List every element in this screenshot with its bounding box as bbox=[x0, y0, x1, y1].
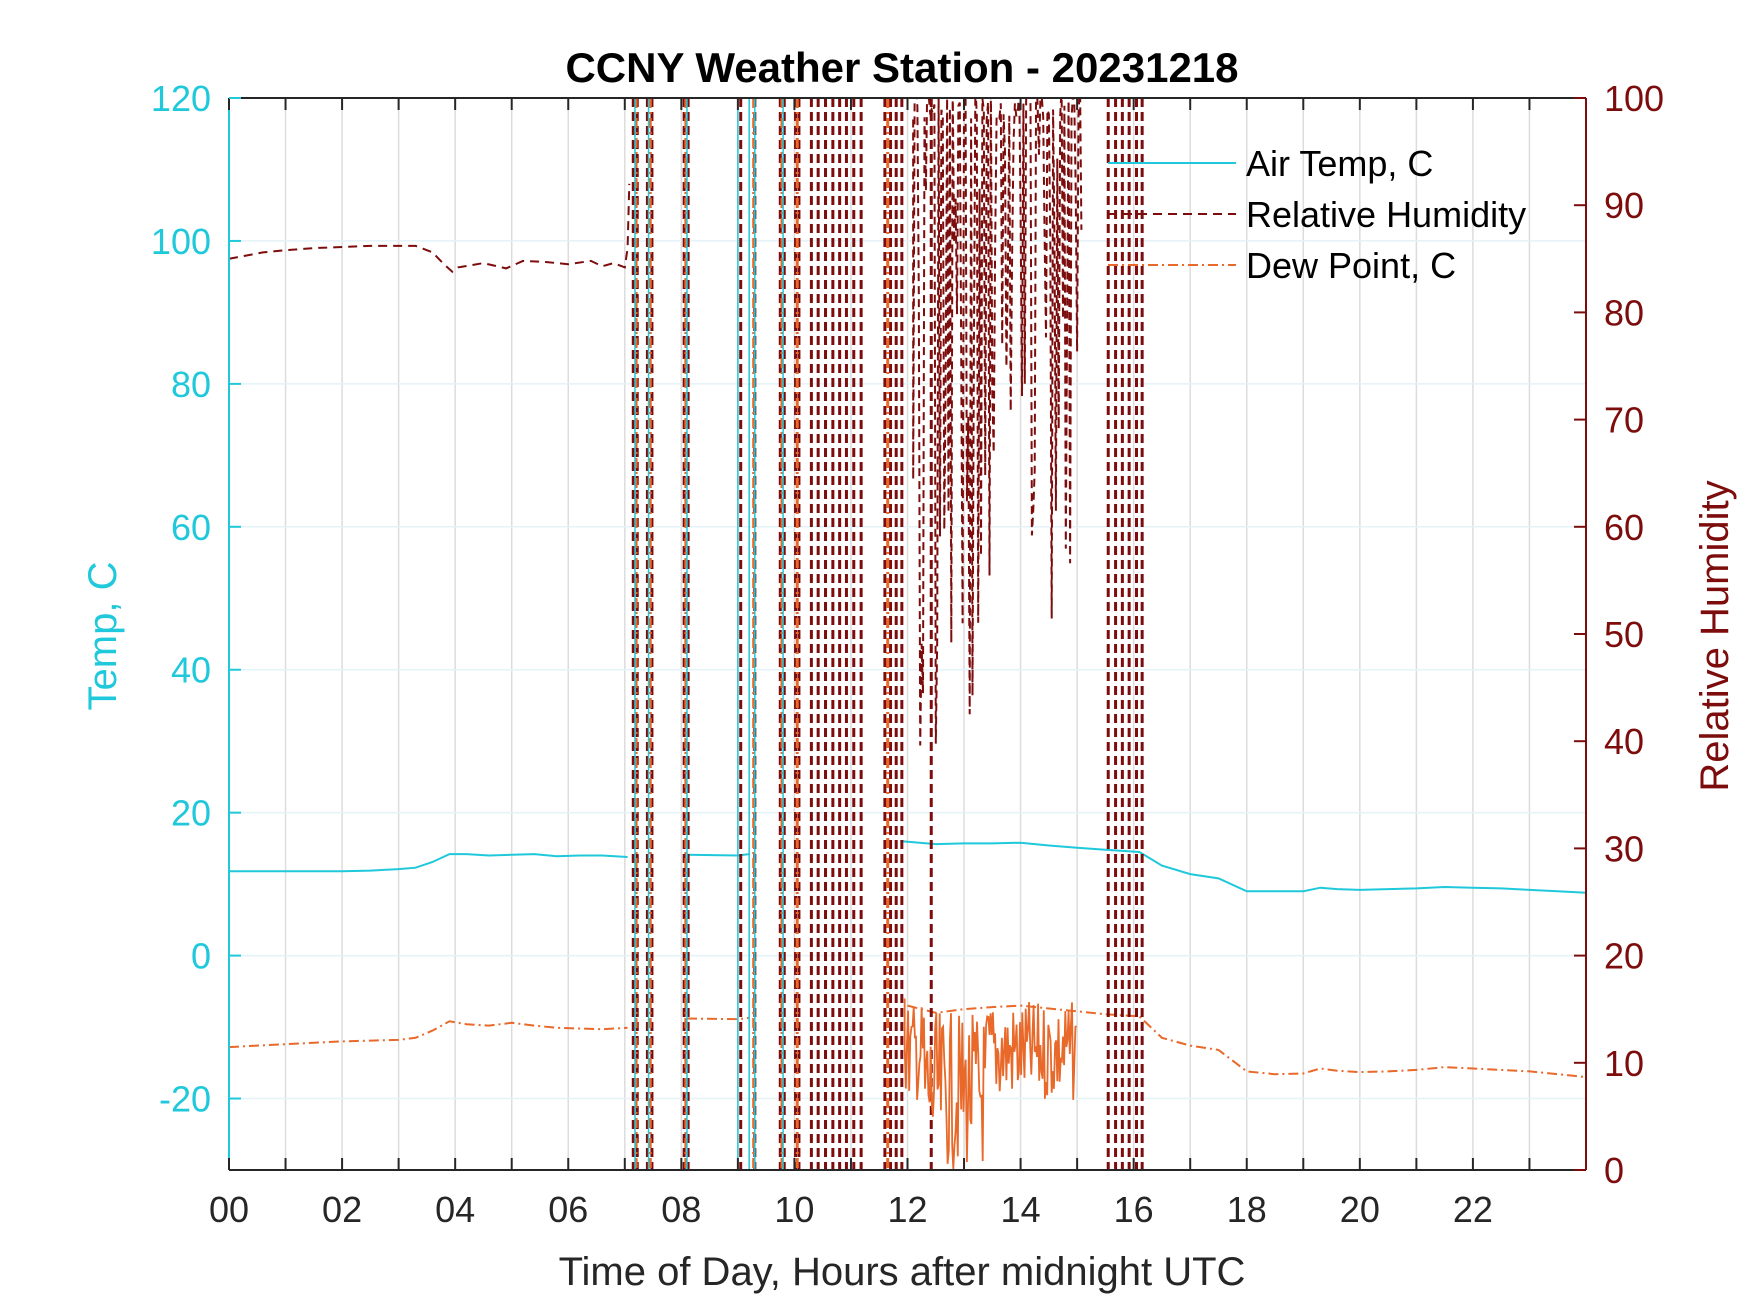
x-tick-label: 06 bbox=[548, 1189, 588, 1230]
air-temp-line bbox=[229, 853, 628, 873]
y-left-tick-label: 80 bbox=[171, 364, 211, 405]
y-right-tick-label: 90 bbox=[1604, 185, 1644, 226]
y-left-axis-label: Temp, C bbox=[81, 562, 125, 711]
y-left-tick-label: 40 bbox=[171, 650, 211, 691]
x-tick-label: 22 bbox=[1453, 1189, 1493, 1230]
y-left-tick-label: -20 bbox=[159, 1079, 211, 1120]
y-right-tick-label: 60 bbox=[1604, 507, 1644, 548]
x-tick-label: 12 bbox=[887, 1189, 927, 1230]
dew-point-line bbox=[229, 1020, 628, 1049]
legend-label-dew-point: Dew Point, C bbox=[1246, 245, 1456, 286]
x-tick-label: 18 bbox=[1227, 1189, 1267, 1230]
chart-title: CCNY Weather Station - 20231218 bbox=[565, 44, 1238, 91]
dew-point-line bbox=[907, 1004, 1586, 1079]
y-left-tick-label: 120 bbox=[151, 78, 211, 119]
legend-label-relative-humidity: Relative Humidity bbox=[1246, 194, 1526, 235]
y-right-tick-label: 30 bbox=[1604, 828, 1644, 869]
y-right-axis-label: Relative Humidity bbox=[1693, 480, 1737, 791]
relative-humidity-line bbox=[229, 183, 631, 273]
x-tick-label: 16 bbox=[1114, 1189, 1154, 1230]
y-right-tick-label: 100 bbox=[1604, 78, 1664, 119]
legend: Air Temp, C Relative Humidity Dew Point,… bbox=[1108, 143, 1526, 286]
dew-point-noise-line bbox=[903, 998, 1078, 1170]
x-tick-label: 14 bbox=[1001, 1189, 1041, 1230]
plot-data-group bbox=[229, 98, 1586, 1170]
x-tick-label: 10 bbox=[774, 1189, 814, 1230]
x-tick-label: 04 bbox=[435, 1189, 475, 1230]
axis-layer: 00 02 04 06 08 10 12 14 16 18 20 22-200204060801001… bbox=[151, 78, 1664, 1230]
y-left-tick-label: 0 bbox=[191, 936, 211, 977]
y-right-tick-label: 40 bbox=[1604, 721, 1644, 762]
y-left-tick-label: 100 bbox=[151, 221, 211, 262]
legend-label-air-temp: Air Temp, C bbox=[1246, 143, 1433, 184]
x-axis-label: Time of Day, Hours after midnight UTC bbox=[559, 1250, 1246, 1294]
y-left-tick-label: 60 bbox=[171, 507, 211, 548]
y-left-tick-label: 20 bbox=[171, 793, 211, 834]
y-right-tick-label: 20 bbox=[1604, 936, 1644, 977]
humidity-noise-line bbox=[912, 98, 1083, 746]
y-right-tick-label: 50 bbox=[1604, 614, 1644, 655]
x-tick-label: 00 bbox=[209, 1189, 249, 1230]
y-right-tick-label: 70 bbox=[1604, 400, 1644, 441]
x-tick-label: 08 bbox=[661, 1189, 701, 1230]
plot-layer bbox=[229, 97, 1586, 1170]
y-right-tick-label: 10 bbox=[1604, 1043, 1644, 1084]
air-temp-line bbox=[901, 840, 1586, 894]
y-right-tick-label: 0 bbox=[1604, 1150, 1624, 1191]
x-tick-label: 02 bbox=[322, 1189, 362, 1230]
x-tick-label: 20 bbox=[1340, 1189, 1380, 1230]
y-right-tick-label: 80 bbox=[1604, 292, 1644, 333]
